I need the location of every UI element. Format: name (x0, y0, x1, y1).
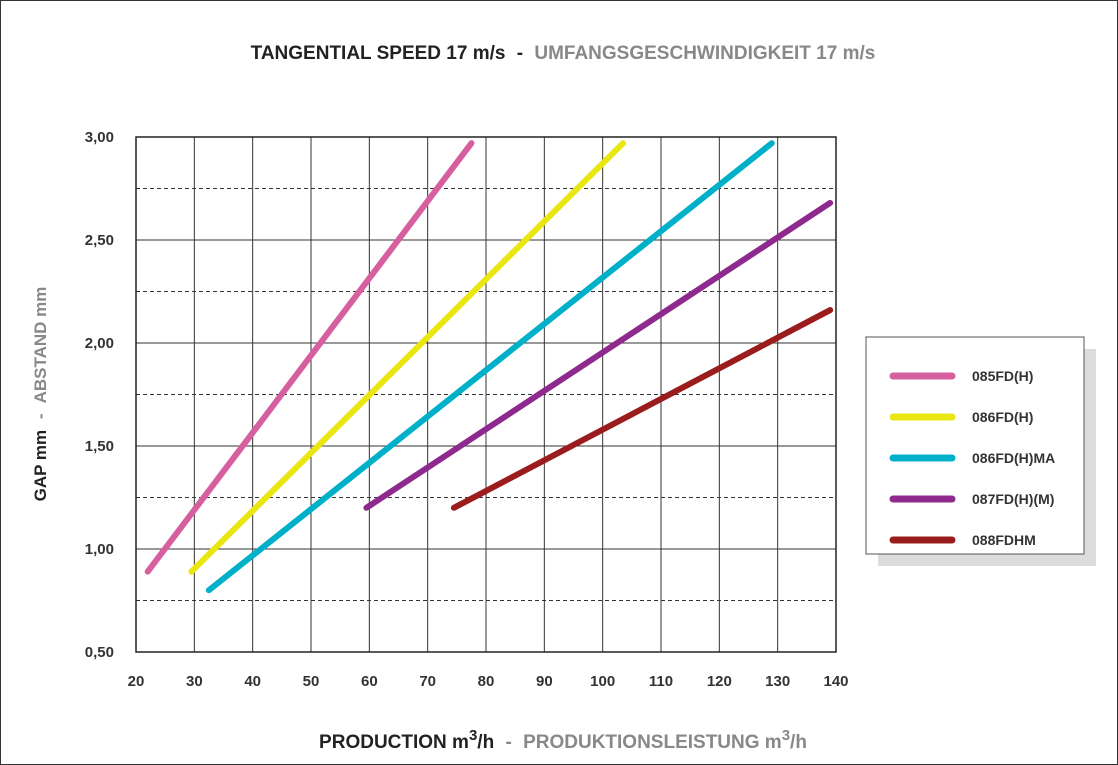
series-lines (144, 140, 834, 594)
x-tick-label: 140 (823, 673, 848, 690)
y-tick-label: 3,00 (85, 129, 114, 146)
series-line (144, 140, 475, 575)
y-tick-label: 0,50 (85, 644, 114, 661)
x-axis-label-secondary-unit: /h (790, 732, 807, 753)
y-axis-label-secondary: ABSTAND mm (31, 287, 50, 404)
x-axis-label-secondary-sup: 3 (782, 727, 790, 744)
y-axis-label-separator: - (31, 414, 50, 420)
y-axis-label: GAP mm - ABSTAND mm (31, 287, 50, 502)
x-axis-label-primary-sup: 3 (469, 727, 477, 744)
series-line (205, 140, 775, 594)
legend-label: 086FD(H) (972, 409, 1033, 425)
x-tick-label: 30 (186, 673, 203, 690)
y-axis-label-primary: GAP mm (31, 430, 50, 502)
x-tick-label: 80 (478, 673, 495, 690)
x-tick-label: 70 (419, 673, 436, 690)
title-separator: - (517, 43, 523, 64)
y-tick-label: 2,00 (85, 335, 114, 352)
y-tick-label: 2,50 (85, 232, 114, 249)
x-axis-label-separator: - (505, 732, 511, 753)
legend-label: 086FD(H)MA (972, 450, 1055, 466)
x-tick-label: 60 (361, 673, 378, 690)
tick-labels: 20 30 40 50 60 70 80 90 100 110 120 130 140 0,50 1,00 1… (85, 129, 849, 690)
x-axis-label-secondary: PRODUKTIONSLEISTUNG m (523, 732, 782, 753)
legend-items: 085FD(H) 086FD(H) 086FD(H)MA 087FD(H)(M) 088… (889, 368, 1055, 548)
axes (135, 136, 837, 653)
series-line (188, 140, 627, 575)
x-axis-label-primary-unit: /h (477, 732, 494, 753)
grid (135, 136, 837, 653)
x-axis-label: PRODUCTION m3/h - PRODUKTIONSLEISTUNG m3… (319, 727, 807, 753)
x-tick-label: 110 (649, 673, 673, 690)
x-tick-label: 50 (303, 673, 320, 690)
legend-label: 088FDHM (972, 532, 1036, 548)
x-axis-label-primary: PRODUCTION m (319, 732, 469, 753)
chart-title: TANGENTIAL SPEED 17 m/s (251, 43, 506, 64)
y-tick-label: 1,00 (85, 541, 114, 558)
series-line (363, 199, 834, 511)
x-tick-label: 120 (707, 673, 732, 690)
chart-subtitle: UMFANGSGESCHWINDIGKEIT 17 m/s (534, 43, 875, 64)
plot-border (135, 136, 837, 653)
x-tick-label: 90 (536, 673, 553, 690)
series-line (450, 307, 834, 511)
legend-label: 085FD(H) (972, 368, 1033, 384)
legend-label: 087FD(H)(M) (972, 491, 1054, 507)
x-tick-label: 40 (244, 673, 261, 690)
x-tick-label: 130 (765, 673, 790, 690)
x-tick-label: 100 (590, 673, 615, 690)
chart-title-line: TANGENTIAL SPEED 17 m/s - UMFANGSGESCHWI… (251, 43, 876, 64)
x-tick-label: 20 (128, 673, 145, 690)
y-tick-label: 1,50 (85, 438, 114, 455)
legend: 085FD(H) 086FD(H) 086FD(H)MA 087FD(H)(M) 088… (865, 336, 1096, 566)
